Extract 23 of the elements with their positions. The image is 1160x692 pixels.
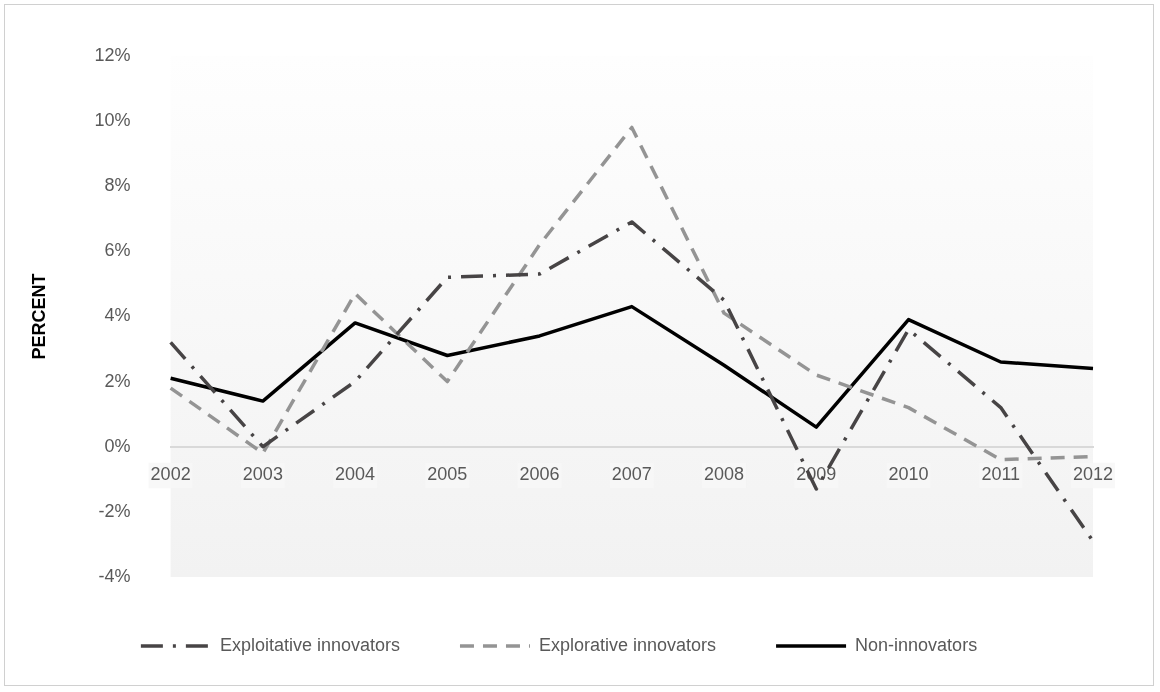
legend-label: Non-innovators — [855, 634, 978, 655]
y-tick-label: -2% — [98, 500, 131, 521]
x-tick-label: 2005 — [427, 464, 468, 485]
y-tick-label: 0% — [104, 435, 131, 456]
y-tick-label: -4% — [98, 565, 131, 586]
x-tick-label: 2003 — [242, 464, 283, 485]
y-tick-label: 6% — [104, 240, 131, 261]
x-tick-label: 2007 — [611, 464, 652, 485]
y-tick-label: 4% — [104, 305, 131, 326]
legend-label: Exploitative innovators — [219, 634, 400, 655]
y-tick-label: 8% — [104, 175, 131, 196]
legend-label: Explorative innovators — [538, 634, 717, 655]
x-tick-label: 2008 — [704, 464, 745, 485]
y-tick-label: 10% — [94, 109, 131, 130]
y-tick-label: 12% — [94, 44, 131, 65]
y-axis-title: PERCENT — [28, 273, 49, 360]
y-tick-label: 2% — [104, 370, 131, 391]
x-tick-label: 2010 — [888, 464, 929, 485]
x-tick-label: 2004 — [335, 464, 376, 485]
x-tick-label: 2006 — [519, 464, 560, 485]
x-tick-label: 2002 — [150, 464, 191, 485]
x-tick-label: 2012 — [1072, 464, 1114, 485]
x-tick-label: 2011 — [981, 464, 1021, 485]
